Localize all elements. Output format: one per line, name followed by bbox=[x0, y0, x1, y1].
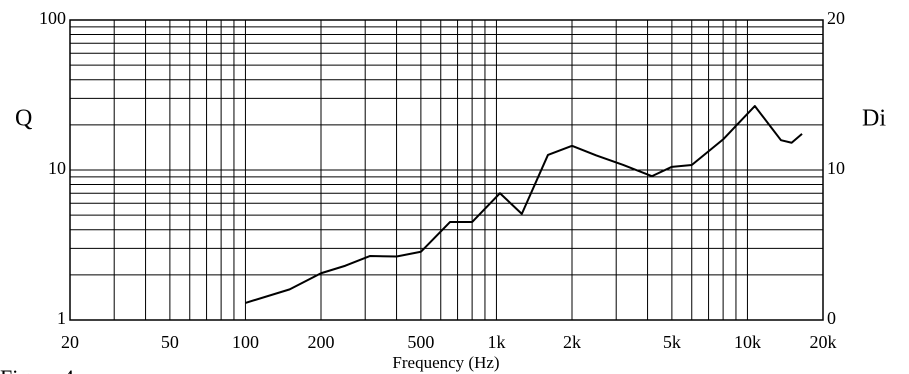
x-tick-label: 5k bbox=[663, 332, 681, 352]
y-tick-label: 10 bbox=[48, 158, 66, 178]
x-tick-label: 2k bbox=[563, 332, 581, 352]
y2-axis-label: Di bbox=[862, 106, 886, 132]
x-tick-label: 10k bbox=[734, 332, 761, 352]
y2-tick-label: 10 bbox=[827, 158, 845, 178]
x-axis-label: Frequency (Hz) bbox=[392, 353, 499, 372]
x-tick-label: 20 bbox=[61, 332, 79, 352]
x-tick-label: 1k bbox=[487, 332, 505, 352]
y2-tick-label: 20 bbox=[827, 8, 845, 28]
x-tick-label: 20k bbox=[810, 332, 837, 352]
caption: Figure 4 bbox=[0, 365, 74, 374]
x-tick-label: 500 bbox=[407, 332, 434, 352]
x-tick-label: 200 bbox=[308, 332, 335, 352]
y-tick-label: 100 bbox=[39, 8, 66, 28]
x-tick-label: 100 bbox=[232, 332, 259, 352]
y2-tick-label: 0 bbox=[827, 308, 836, 328]
y-tick-label: 1 bbox=[57, 308, 66, 328]
y-axis-label: Q bbox=[15, 106, 32, 132]
data-line bbox=[245, 105, 803, 304]
x-tick-label: 50 bbox=[161, 332, 179, 352]
plot-frame bbox=[69, 19, 824, 321]
